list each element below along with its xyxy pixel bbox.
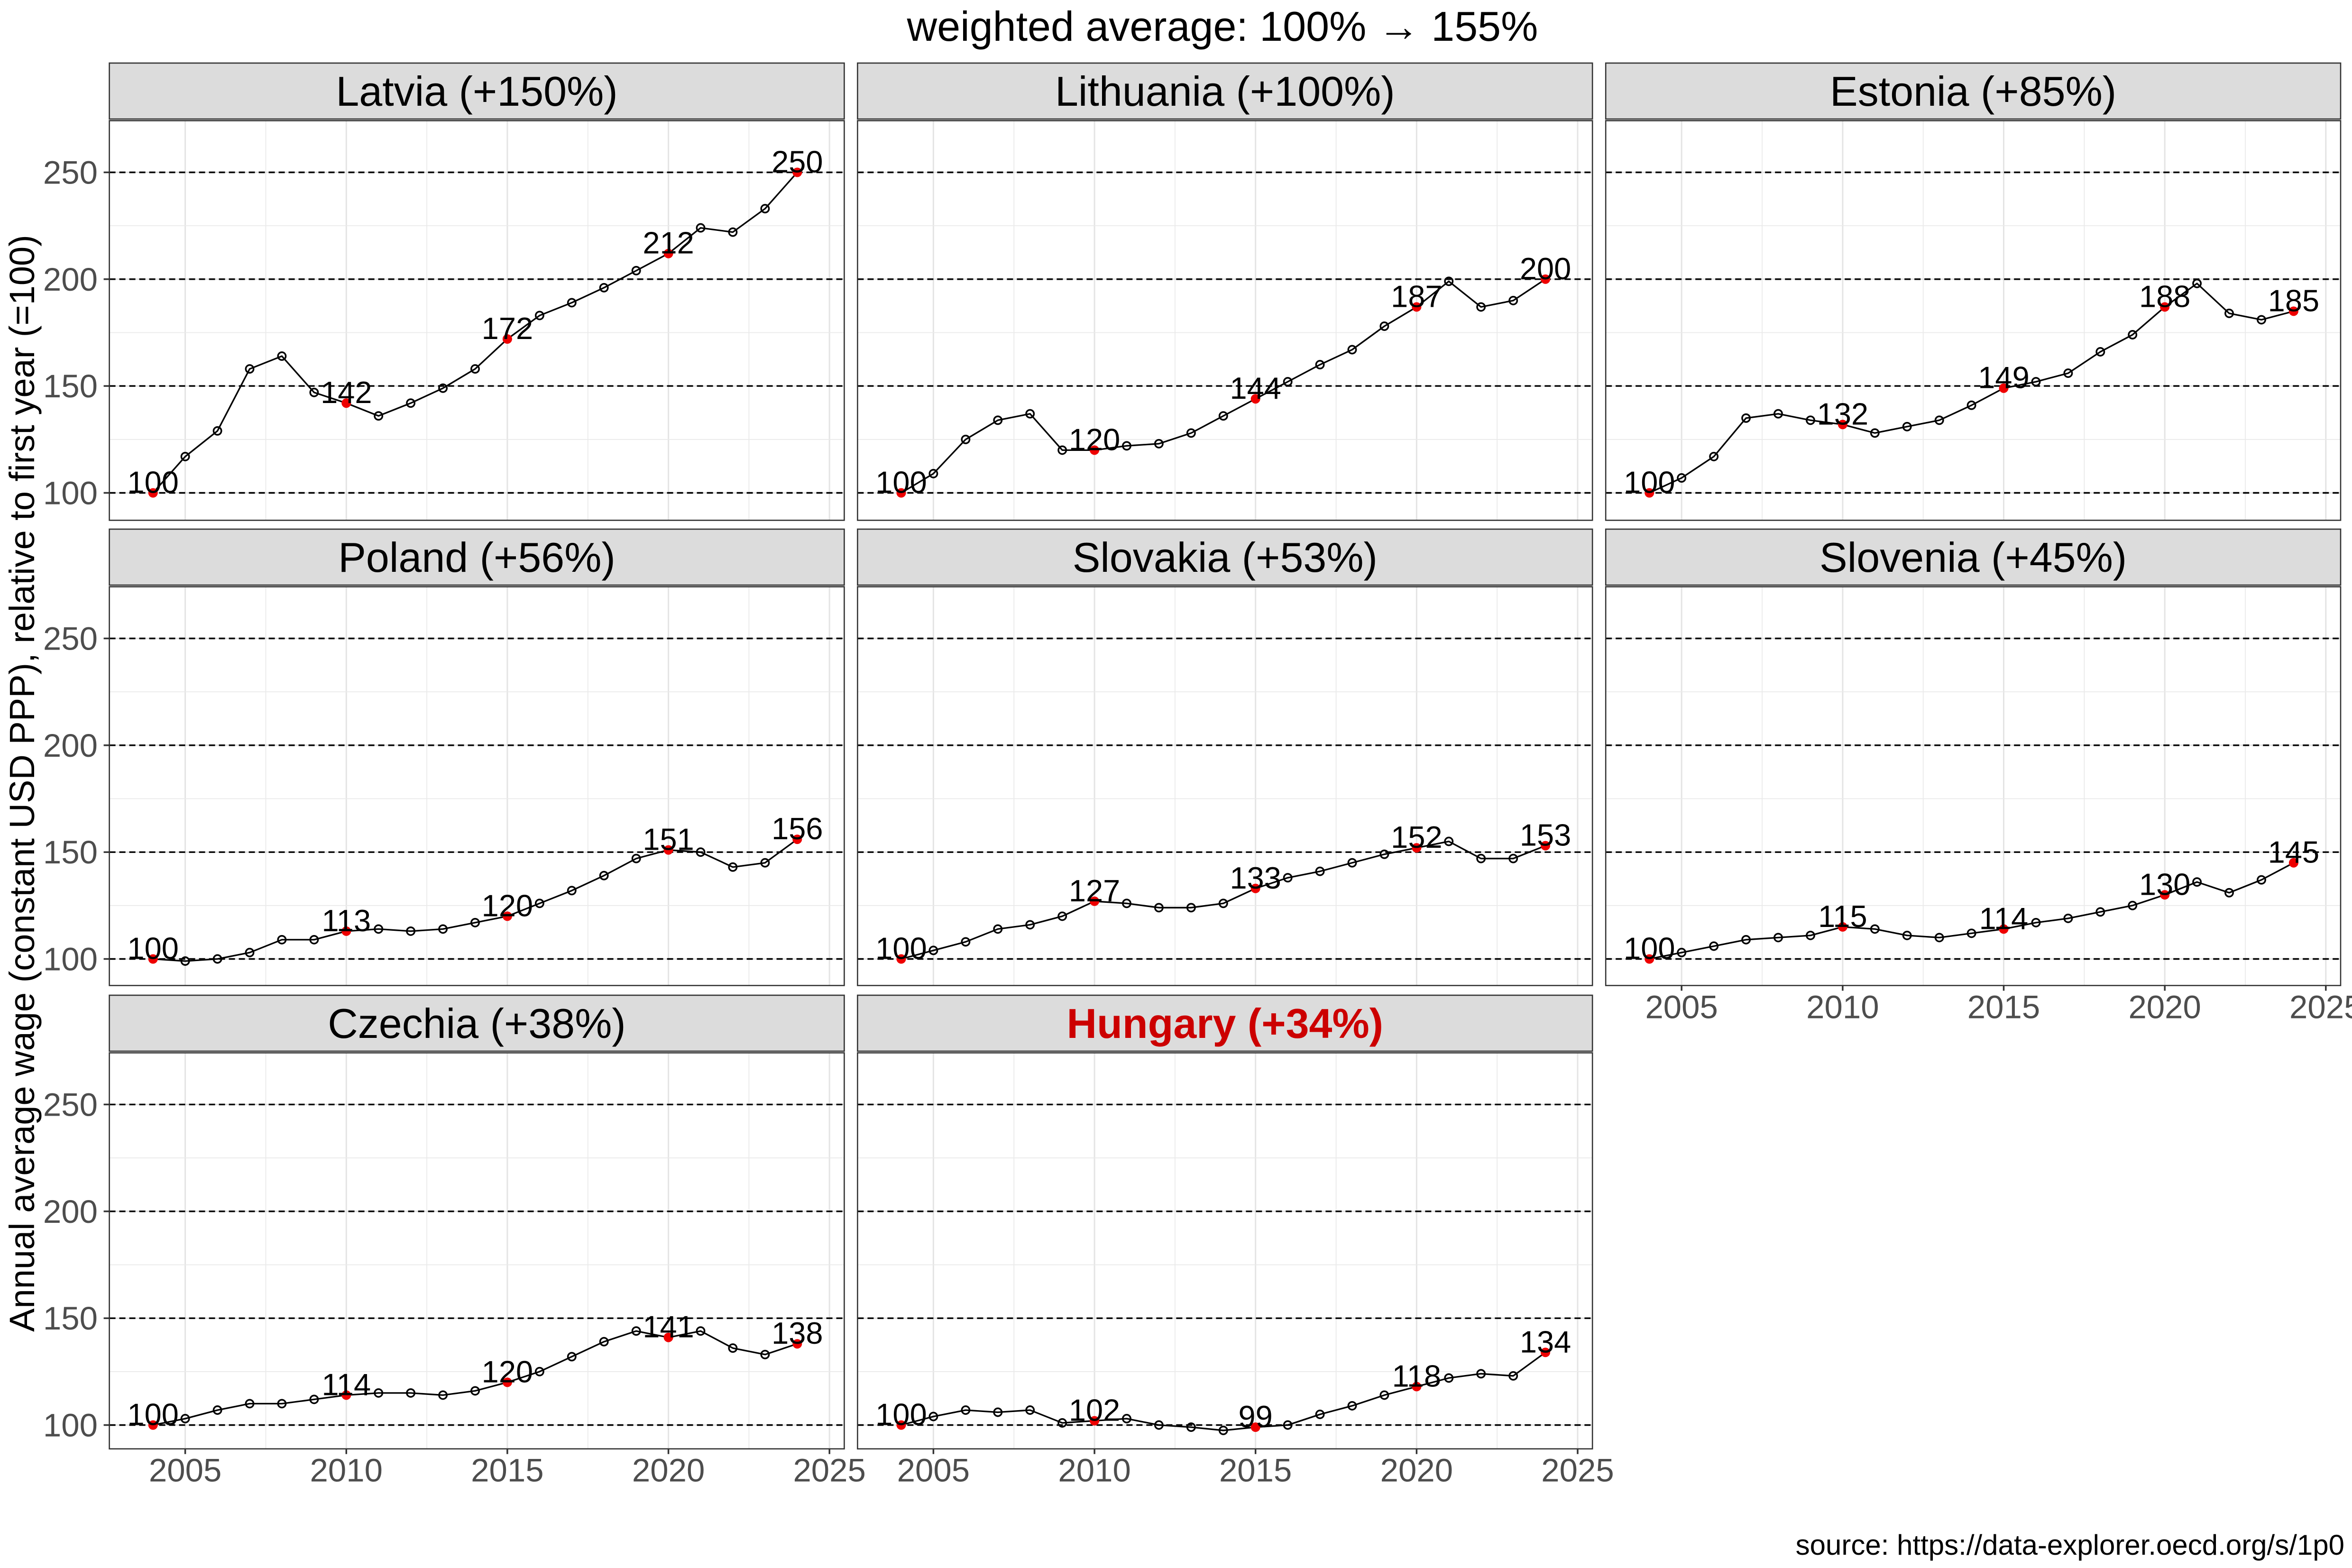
svg-text:212: 212 <box>643 226 694 260</box>
svg-text:250: 250 <box>43 1086 98 1123</box>
svg-text:142: 142 <box>321 375 372 410</box>
svg-text:2010: 2010 <box>1806 989 1879 1026</box>
svg-text:Poland (+56%): Poland (+56%) <box>338 534 616 581</box>
svg-text:250: 250 <box>43 155 98 191</box>
svg-text:115: 115 <box>1818 899 1867 934</box>
svg-text:185: 185 <box>2268 283 2319 318</box>
svg-text:2025: 2025 <box>1541 1452 1614 1489</box>
svg-text:150: 150 <box>43 368 98 404</box>
svg-text:102: 102 <box>1069 1393 1120 1428</box>
svg-text:100: 100 <box>1624 465 1675 500</box>
svg-text:Latvia (+150%): Latvia (+150%) <box>336 68 617 115</box>
svg-text:114: 114 <box>322 1367 371 1402</box>
svg-text:127: 127 <box>1069 873 1120 908</box>
svg-text:132: 132 <box>1817 396 1868 431</box>
svg-text:2005: 2005 <box>149 1452 222 1489</box>
svg-text:200: 200 <box>43 1193 98 1230</box>
svg-text:source: https://data-explorer.: source: https://data-explorer.oecd.org/s… <box>1796 1529 2344 1561</box>
svg-text:100: 100 <box>875 465 927 500</box>
svg-text:152: 152 <box>1391 820 1442 854</box>
svg-text:153: 153 <box>1520 818 1571 853</box>
svg-text:151: 151 <box>643 822 694 857</box>
svg-text:200: 200 <box>1520 251 1571 286</box>
svg-text:120: 120 <box>482 888 533 923</box>
svg-text:Hungary (+34%): Hungary (+34%) <box>1067 1000 1384 1047</box>
svg-text:250: 250 <box>772 145 823 179</box>
svg-text:156: 156 <box>772 811 823 846</box>
svg-text:149: 149 <box>1978 360 2029 395</box>
svg-text:weighted average: 100% → 155%: weighted average: 100% → 155% <box>907 3 1538 50</box>
svg-text:250: 250 <box>43 621 98 657</box>
svg-text:Annual average wage (constant: Annual average wage (constant USD PPP), … <box>2 235 42 1332</box>
svg-text:150: 150 <box>43 1300 98 1337</box>
svg-text:150: 150 <box>43 834 98 871</box>
svg-text:2005: 2005 <box>1645 989 1718 1026</box>
svg-text:100: 100 <box>43 475 98 512</box>
svg-text:133: 133 <box>1230 861 1281 895</box>
svg-text:2010: 2010 <box>310 1452 383 1489</box>
svg-text:187: 187 <box>1391 279 1442 313</box>
svg-text:100: 100 <box>127 931 178 966</box>
svg-text:172: 172 <box>482 311 533 346</box>
svg-text:114: 114 <box>1979 901 2029 935</box>
svg-text:2015: 2015 <box>1967 989 2040 1026</box>
svg-text:100: 100 <box>1624 931 1675 966</box>
svg-text:200: 200 <box>43 727 98 764</box>
svg-text:100: 100 <box>127 465 178 500</box>
svg-text:2015: 2015 <box>1219 1452 1292 1489</box>
svg-text:100: 100 <box>875 1397 927 1432</box>
svg-text:Estonia (+85%): Estonia (+85%) <box>1830 68 2116 115</box>
svg-text:113: 113 <box>322 903 371 938</box>
svg-text:99: 99 <box>1239 1399 1273 1434</box>
svg-text:141: 141 <box>643 1310 694 1344</box>
svg-text:100: 100 <box>127 1397 178 1432</box>
svg-text:188: 188 <box>2139 279 2190 313</box>
svg-text:130: 130 <box>2139 867 2190 901</box>
svg-text:2010: 2010 <box>1058 1452 1131 1489</box>
svg-text:2025: 2025 <box>793 1452 866 1489</box>
svg-text:144: 144 <box>1230 371 1281 405</box>
svg-text:145: 145 <box>2268 835 2319 870</box>
svg-text:134: 134 <box>1520 1324 1571 1359</box>
svg-text:200: 200 <box>43 261 98 298</box>
svg-text:Slovakia (+53%): Slovakia (+53%) <box>1073 534 1378 581</box>
svg-text:2020: 2020 <box>2128 989 2201 1026</box>
svg-text:Slovenia (+45%): Slovenia (+45%) <box>1819 534 2127 581</box>
svg-text:2020: 2020 <box>632 1452 705 1489</box>
svg-text:2020: 2020 <box>1380 1452 1453 1489</box>
svg-text:120: 120 <box>482 1354 533 1389</box>
svg-text:Czechia (+38%): Czechia (+38%) <box>328 1000 626 1047</box>
svg-text:2005: 2005 <box>897 1452 970 1489</box>
svg-text:100: 100 <box>43 941 98 978</box>
svg-text:100: 100 <box>43 1407 98 1444</box>
svg-text:100: 100 <box>875 931 927 966</box>
svg-text:Lithuania (+100%): Lithuania (+100%) <box>1055 68 1395 115</box>
svg-text:138: 138 <box>772 1316 823 1350</box>
svg-text:118: 118 <box>1392 1358 1442 1393</box>
svg-text:2025: 2025 <box>2289 989 2352 1026</box>
svg-text:2015: 2015 <box>471 1452 544 1489</box>
svg-text:120: 120 <box>1069 422 1120 457</box>
